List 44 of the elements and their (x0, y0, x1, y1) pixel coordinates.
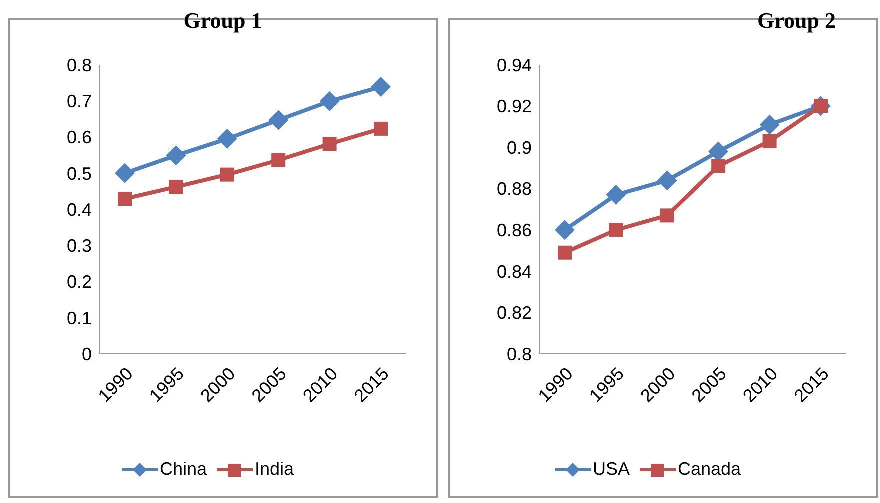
y-tick-label: 0.9 (506, 138, 532, 158)
point (555, 220, 575, 240)
point (272, 153, 286, 168)
point (166, 146, 186, 166)
point (217, 129, 238, 150)
y-tick-label: 0.8 (66, 55, 92, 76)
point (374, 122, 388, 136)
chart-title: Group 1 (182, 8, 264, 34)
y-tick-label: 0.7 (66, 92, 92, 112)
point (609, 223, 624, 238)
legend-label: India (254, 459, 294, 480)
y-tick-label: 0.5 (66, 164, 92, 184)
y-tick-label: 0.94 (496, 55, 532, 76)
legend-label: USA (592, 459, 630, 480)
point (762, 134, 777, 148)
y-tick-label: 0.88 (496, 179, 532, 200)
point (660, 208, 674, 223)
point (322, 137, 337, 152)
point (606, 185, 626, 206)
y-tick-label: 0.3 (66, 236, 92, 256)
chart-title: Group 2 (756, 8, 837, 34)
y-tick-label: 0.4 (66, 200, 92, 220)
point (118, 192, 132, 206)
point (320, 91, 340, 112)
y-tick-label: 0.2 (66, 272, 92, 292)
point (371, 77, 391, 98)
y-tick-label: 0.6 (66, 128, 92, 148)
point (712, 159, 726, 174)
y-tick-label: 0.84 (496, 262, 532, 282)
legend-label: Canada (676, 459, 742, 480)
point (220, 168, 234, 182)
y-tick-label: 0.86 (496, 220, 532, 241)
y-tick-label: 0.82 (496, 303, 532, 324)
point (760, 114, 780, 135)
point (657, 170, 678, 191)
legend-label: China (158, 459, 207, 480)
point (268, 110, 289, 130)
point (558, 246, 572, 260)
y-tick-label: 0.1 (66, 308, 92, 328)
y-tick-label: 0 (82, 344, 92, 364)
point (169, 180, 184, 194)
y-tick-label: 0.8 (506, 344, 532, 364)
point (115, 163, 135, 184)
y-tick-label: 0.92 (496, 96, 532, 117)
